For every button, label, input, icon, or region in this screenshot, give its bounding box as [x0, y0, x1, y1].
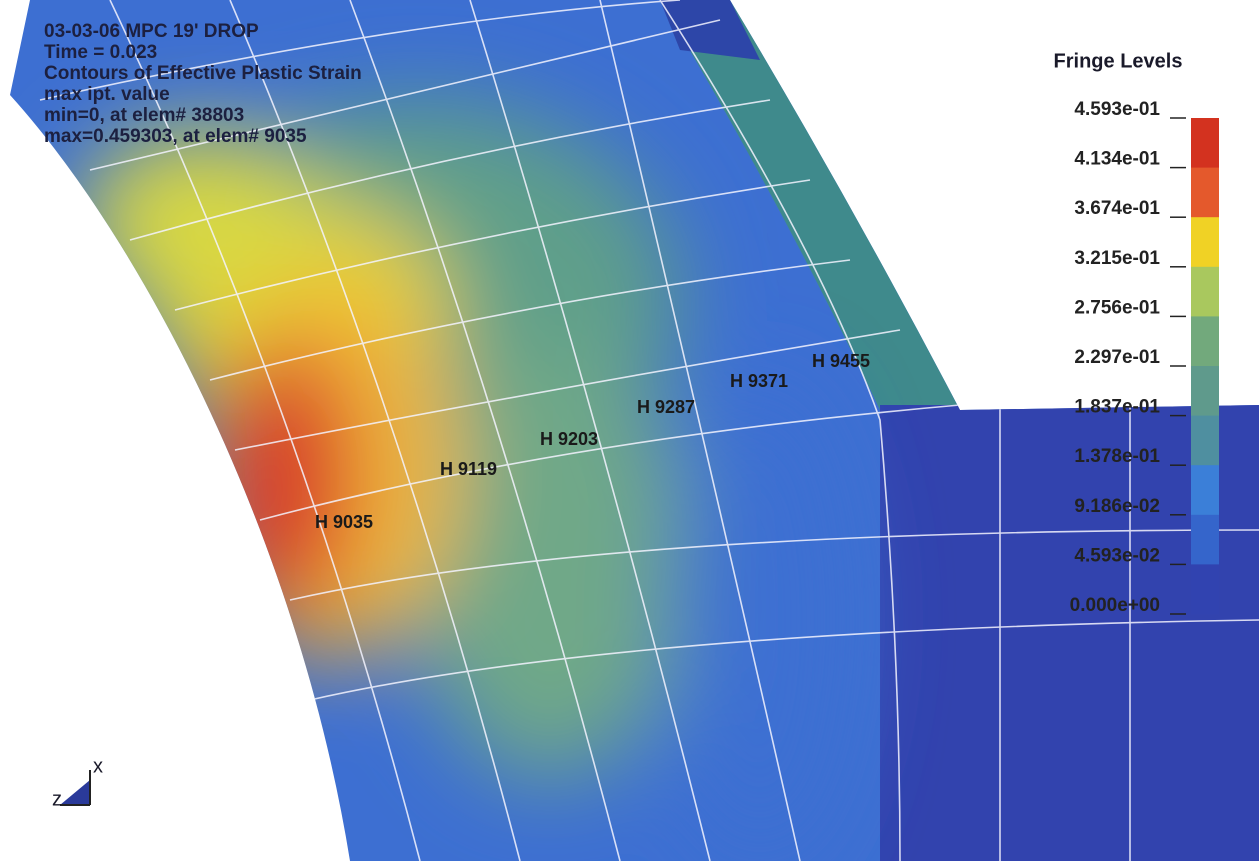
element-label: H 9203 [540, 429, 598, 449]
element-labels: H 9035 H 9119 H 9203 H 9287 H 9371 H 9455 [315, 351, 870, 532]
color-band [1191, 266, 1219, 317]
level-label: 4.593e-02 [1074, 545, 1160, 566]
level-label: 4.593e-01 [1074, 99, 1160, 120]
level-label: 1.378e-01 [1074, 446, 1160, 467]
element-label: H 9455 [812, 351, 870, 371]
color-band [1191, 167, 1219, 218]
element-label: H 9035 [315, 512, 373, 532]
element-label: H 9371 [730, 371, 788, 391]
header-line: max ipt. value [44, 84, 170, 105]
element-label: H 9119 [440, 459, 497, 479]
level-label: 4.134e-01 [1074, 149, 1160, 170]
color-band [1191, 118, 1219, 169]
level-label: 9.186e-02 [1074, 496, 1160, 517]
color-band [1191, 316, 1219, 367]
triad-z: z [52, 788, 62, 810]
element-label: H 9287 [637, 397, 695, 417]
level-label: 3.215e-01 [1074, 248, 1160, 269]
color-band [1191, 366, 1219, 417]
mesh [39, 0, 1259, 861]
level-label: 3.674e-01 [1074, 198, 1160, 219]
color-band [1191, 564, 1219, 615]
triad-x: x [93, 755, 103, 777]
legend-title: Fringe Levels [1054, 50, 1183, 72]
header-line: Time = 0.023 [44, 42, 157, 63]
header-line: Contours of Effective Plastic Strain [44, 63, 362, 84]
header-line: max=0.459303, at elem# 9035 [44, 126, 307, 147]
level-label: 0.000e+00 [1070, 595, 1160, 616]
header-line: min=0, at elem# 38803 [44, 105, 244, 126]
color-band [1191, 514, 1219, 565]
color-band [1191, 217, 1219, 268]
level-label: 2.756e-01 [1074, 297, 1160, 318]
color-band [1191, 415, 1219, 466]
color-band [1191, 465, 1219, 516]
header-line: 03-03-06 MPC 19' DROP [44, 21, 259, 42]
level-label: 2.297e-01 [1074, 347, 1160, 368]
legend: 4.593e-01 4.134e-01 3.674e-01 3.215e-01 2.75… [1070, 99, 1219, 616]
triad: x z [52, 755, 103, 810]
level-label: 1.837e-01 [1074, 397, 1160, 418]
